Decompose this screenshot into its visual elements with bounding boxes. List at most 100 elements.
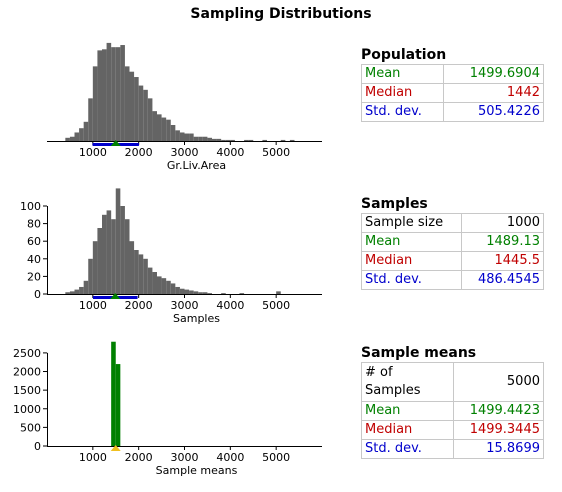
- x-tick-label: 1000: [79, 146, 107, 159]
- histogram-bar: [152, 111, 157, 141]
- histogram-bar: [207, 293, 212, 294]
- stat-row: Std. dev. 486.4545: [360, 270, 544, 290]
- stat-label: Std. dev.: [360, 270, 463, 290]
- histogram-bar: [239, 293, 245, 294]
- stat-row: # of Samples 5000: [361, 362, 544, 402]
- histogram-bar: [175, 130, 180, 141]
- samples-header: Samples: [361, 196, 428, 212]
- y-tick-label: 80: [27, 218, 41, 231]
- histogram-bar: [79, 128, 84, 141]
- histogram-bar: [175, 286, 180, 294]
- stat-value: 1499.6904: [443, 64, 544, 84]
- x-axis-label: Sample means: [156, 464, 238, 477]
- histogram-bar: [170, 283, 176, 294]
- histogram-bar: [184, 133, 190, 141]
- x-tick-label: 3000: [171, 146, 199, 159]
- population-header: Population: [361, 47, 447, 63]
- stat-value: 486.4545: [461, 270, 544, 290]
- histogram-bar: [248, 139, 254, 141]
- y-tick-label: 2500: [13, 347, 41, 360]
- y-tick-label: 1000: [13, 403, 41, 416]
- histogram-bar: [92, 241, 98, 294]
- histogram-bar: [276, 291, 281, 294]
- population-histogram: 1000 2000 3000 4000 5000 Gr.Liv.Area: [47, 42, 322, 172]
- histogram-bar: [166, 280, 171, 294]
- y-tick-label: 40: [27, 253, 41, 266]
- histogram-bar: [69, 136, 75, 141]
- histogram-bar: [161, 117, 167, 141]
- stat-label: Median: [360, 83, 445, 103]
- histogram-bar: [83, 280, 89, 294]
- histogram-bar: [198, 136, 203, 141]
- histogram-bar: [212, 138, 217, 141]
- histogram-bar: [244, 139, 249, 141]
- stat-label: Mean: [361, 401, 454, 421]
- y-tick-label: 1500: [13, 384, 41, 397]
- histogram-bar: [88, 258, 93, 294]
- y-tick-label: 0: [34, 440, 41, 453]
- histogram-bar: [202, 292, 208, 294]
- x-axis-label: Samples: [173, 312, 220, 325]
- stat-value: 1499.4423: [453, 401, 544, 421]
- histogram-bar: [143, 89, 148, 141]
- histogram-bar: [193, 136, 199, 141]
- histogram-bar: [83, 121, 89, 141]
- histogram-bar: [69, 291, 75, 294]
- histogram-bar: [106, 42, 112, 141]
- x-tick-label: 4000: [216, 451, 244, 464]
- mean-marker: [110, 293, 121, 299]
- histogram-bar: [189, 133, 194, 141]
- sample-means-table: # of Samples 5000 Mean 1499.4423 Median 1499.…: [361, 362, 544, 459]
- histogram-bar: [157, 114, 162, 141]
- histogram-bar: [111, 47, 116, 142]
- stat-label: Median: [361, 420, 454, 440]
- histogram-bar: [280, 139, 286, 141]
- histogram-bar: [134, 77, 139, 141]
- histogram-bar: [207, 137, 212, 141]
- histogram-bar: [65, 137, 70, 141]
- histogram-bar: [161, 278, 167, 294]
- histogram-bar: [198, 292, 203, 294]
- histogram-bar: [79, 286, 84, 294]
- histogram-bar: [184, 289, 190, 294]
- stat-value: 1499.3445: [453, 420, 544, 440]
- y-tick-label: 100: [20, 200, 41, 213]
- histogram-bar: [129, 241, 135, 294]
- stat-label: Sample size: [360, 213, 463, 233]
- y-tick-label: 0: [34, 288, 41, 301]
- histogram-bar: [221, 139, 226, 141]
- population-table: Mean 1499.6904 Median 1442 Std. dev. 505.4226: [360, 64, 544, 122]
- chart-title: Sampling Distributions: [190, 6, 372, 22]
- x-tick-label: 2000: [125, 146, 153, 159]
- x-tick-label: 1000: [79, 299, 107, 312]
- stat-row: Sample size 1000: [360, 213, 544, 233]
- samples-stats: Samples Sample size 1000 Mean 1489.13 Median…: [360, 195, 544, 290]
- samples-histogram: 1000 2000 3000 4000 5000 0 20 40 60 80 100 Samples: [20, 188, 322, 325]
- stat-value: 1489.13: [461, 232, 544, 252]
- histogram-bar: [216, 138, 222, 141]
- histogram-bar: [147, 267, 153, 294]
- histogram-bar: [115, 188, 121, 294]
- samples-table: Sample size 1000 Mean 1489.13 Median 1445.5 St…: [360, 213, 544, 290]
- stat-value: 505.4226: [443, 102, 544, 122]
- histogram-bar: [124, 219, 130, 294]
- histogram-bar: [289, 139, 295, 141]
- histogram-bar: [102, 49, 107, 141]
- stat-row: Std. dev. 15.8699: [361, 439, 544, 459]
- x-tick-label: 2000: [125, 299, 153, 312]
- x-tick-label: 2000: [125, 451, 153, 464]
- stat-row: Median 1499.3445: [361, 420, 544, 440]
- stat-label: # of Samples: [361, 362, 454, 402]
- sample-means-histogram: 1000 2000 3000 4000 5000 0 500 1000 1500 2000 2500…: [13, 341, 322, 477]
- histogram-bar: [111, 341, 116, 446]
- histogram-bar: [92, 66, 98, 141]
- histogram-bar: [189, 290, 194, 294]
- x-tick-label: 4000: [216, 146, 244, 159]
- histogram-bar: [179, 132, 185, 141]
- histogram-bar: [134, 250, 139, 294]
- mean-marker: [110, 445, 121, 451]
- stat-value: 5000: [453, 362, 544, 402]
- stat-row: Mean 1499.6904: [360, 64, 544, 84]
- x-tick-label: 3000: [171, 299, 199, 312]
